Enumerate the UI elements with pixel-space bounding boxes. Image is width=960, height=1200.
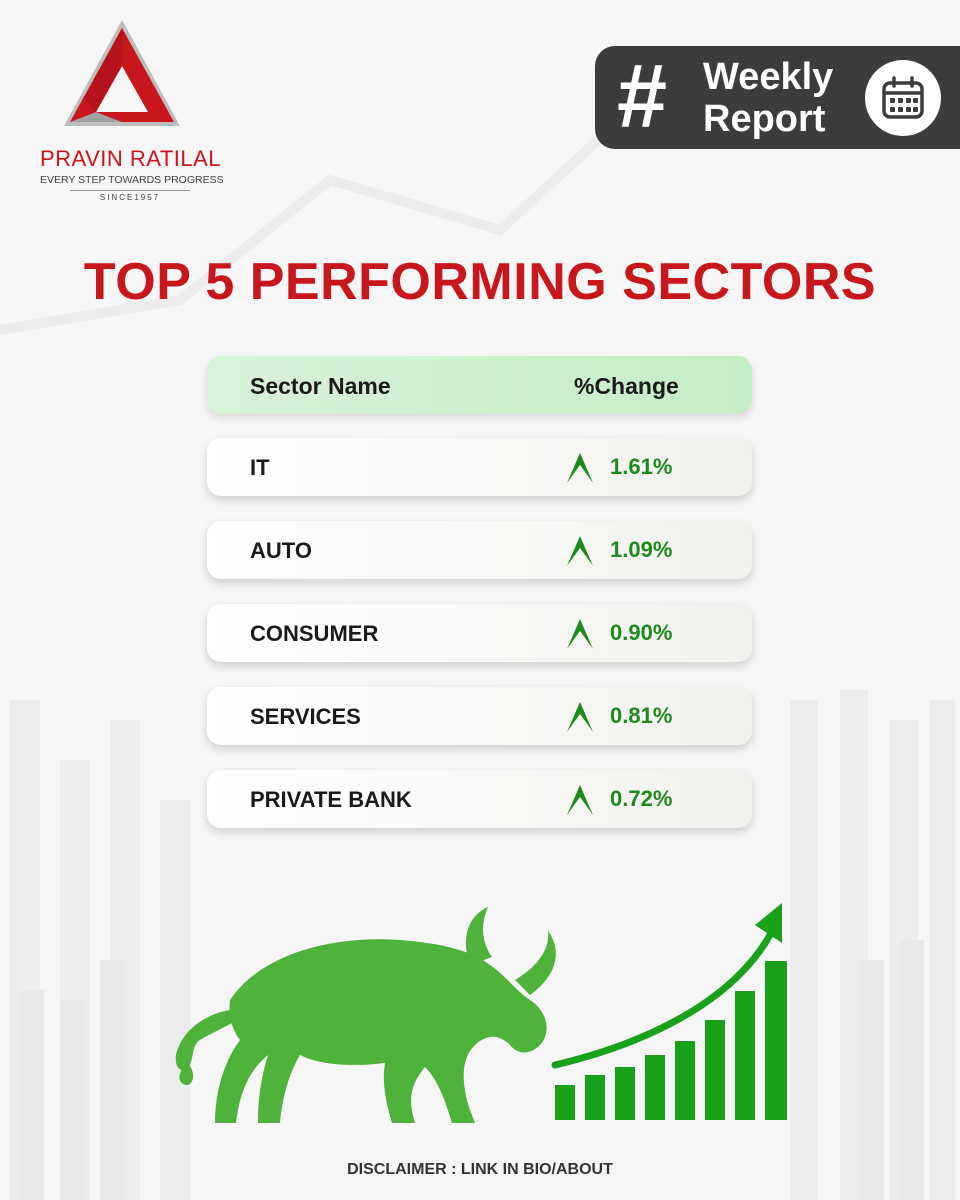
up-arrow-icon — [567, 453, 593, 483]
up-arrow-icon — [567, 619, 593, 649]
header-sector-name: Sector Name — [250, 373, 391, 399]
table-row: CONSUMER 0.90% — [207, 604, 752, 662]
badge-line-2: Report — [703, 98, 826, 140]
up-arrow-icon — [567, 702, 593, 732]
bull-growth-illustration — [175, 903, 787, 1123]
sector-change: 0.72% — [610, 786, 673, 811]
table-header: Sector Name %Change — [207, 356, 752, 414]
brand-tagline: EVERY STEP TOWARDS PROGRESS — [40, 174, 224, 186]
header-change: %Change — [574, 373, 679, 399]
sector-change: 0.81% — [610, 703, 673, 728]
sector-name: AUTO — [250, 538, 312, 563]
hashtag-icon: # — [617, 47, 668, 147]
brand-since: SINCE1957 — [70, 190, 190, 202]
table-row: AUTO 1.09% — [207, 521, 752, 579]
disclaimer: DISCLAIMER : LINK IN BIO/ABOUT — [347, 1161, 613, 1178]
brand-logo: PRAVIN RATILAL EVERY STEP TOWARDS PROGRE… — [40, 18, 224, 202]
up-arrow-icon — [567, 536, 593, 566]
brand-name: PRAVIN RATILAL — [40, 146, 222, 171]
trend-arrowhead-icon — [755, 903, 782, 943]
table-row: SERVICES 0.81% — [207, 687, 752, 745]
trend-arrow-icon — [551, 931, 774, 1069]
growth-bars-icon — [555, 961, 787, 1120]
sector-name: SERVICES — [250, 704, 361, 729]
table-row: IT 1.61% — [207, 438, 752, 496]
bull-icon — [175, 907, 556, 1123]
sector-change: 0.90% — [610, 620, 673, 645]
table-row: PRIVATE BANK 0.72% — [207, 770, 752, 828]
sector-change: 1.09% — [610, 537, 673, 562]
sector-name: PRIVATE BANK — [250, 787, 412, 812]
up-arrow-icon — [567, 785, 593, 815]
badge-label: Weekly Report — [703, 56, 833, 140]
sector-name: IT — [250, 455, 270, 480]
sector-change: 1.61% — [610, 454, 673, 479]
weekly-report-badge: # Weekly Report — [595, 46, 960, 149]
logo-triangle-icon — [64, 20, 180, 126]
sector-name: CONSUMER — [250, 621, 379, 646]
page-title: TOP 5 PERFORMING SECTORS — [83, 253, 877, 311]
badge-line-1: Weekly — [703, 56, 834, 98]
calendar-icon — [865, 60, 941, 136]
